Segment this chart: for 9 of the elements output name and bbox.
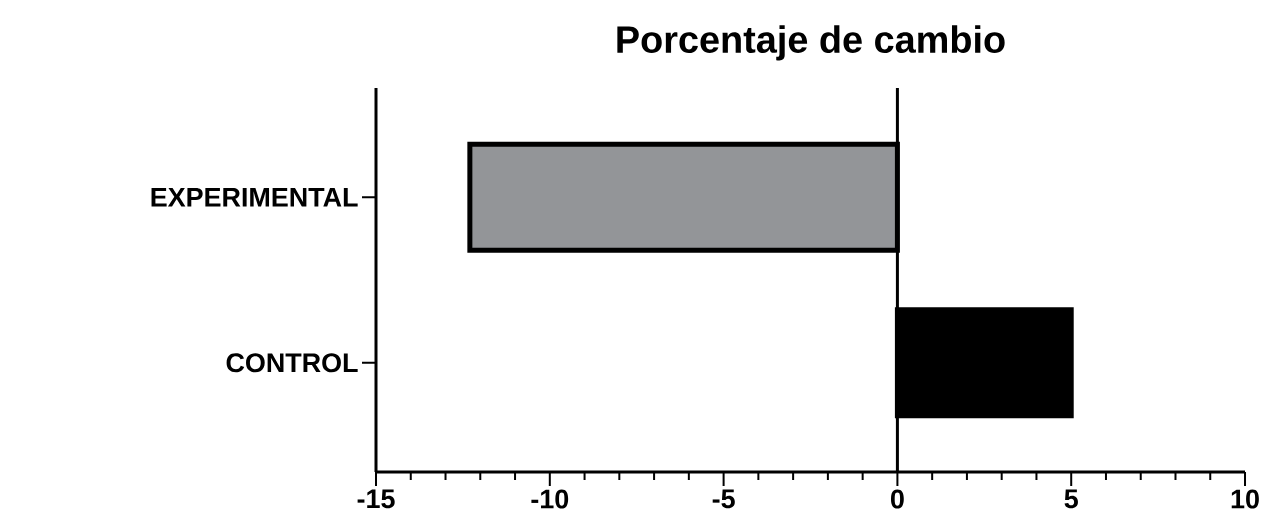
y-tick-label: CONTROL — [226, 353, 358, 373]
x-tick-label: 0 — [890, 489, 904, 509]
x-tick-label: 10 — [1231, 489, 1259, 509]
x-tick-label: -15 — [357, 489, 395, 509]
x-tick-label: 5 — [1064, 489, 1078, 509]
y-tick-label: EXPERIMENTAL — [151, 187, 358, 207]
x-tick-label: -5 — [712, 489, 735, 509]
chart-title: Porcentaje de cambio — [617, 25, 1005, 61]
x-tick-label: -10 — [531, 489, 569, 509]
